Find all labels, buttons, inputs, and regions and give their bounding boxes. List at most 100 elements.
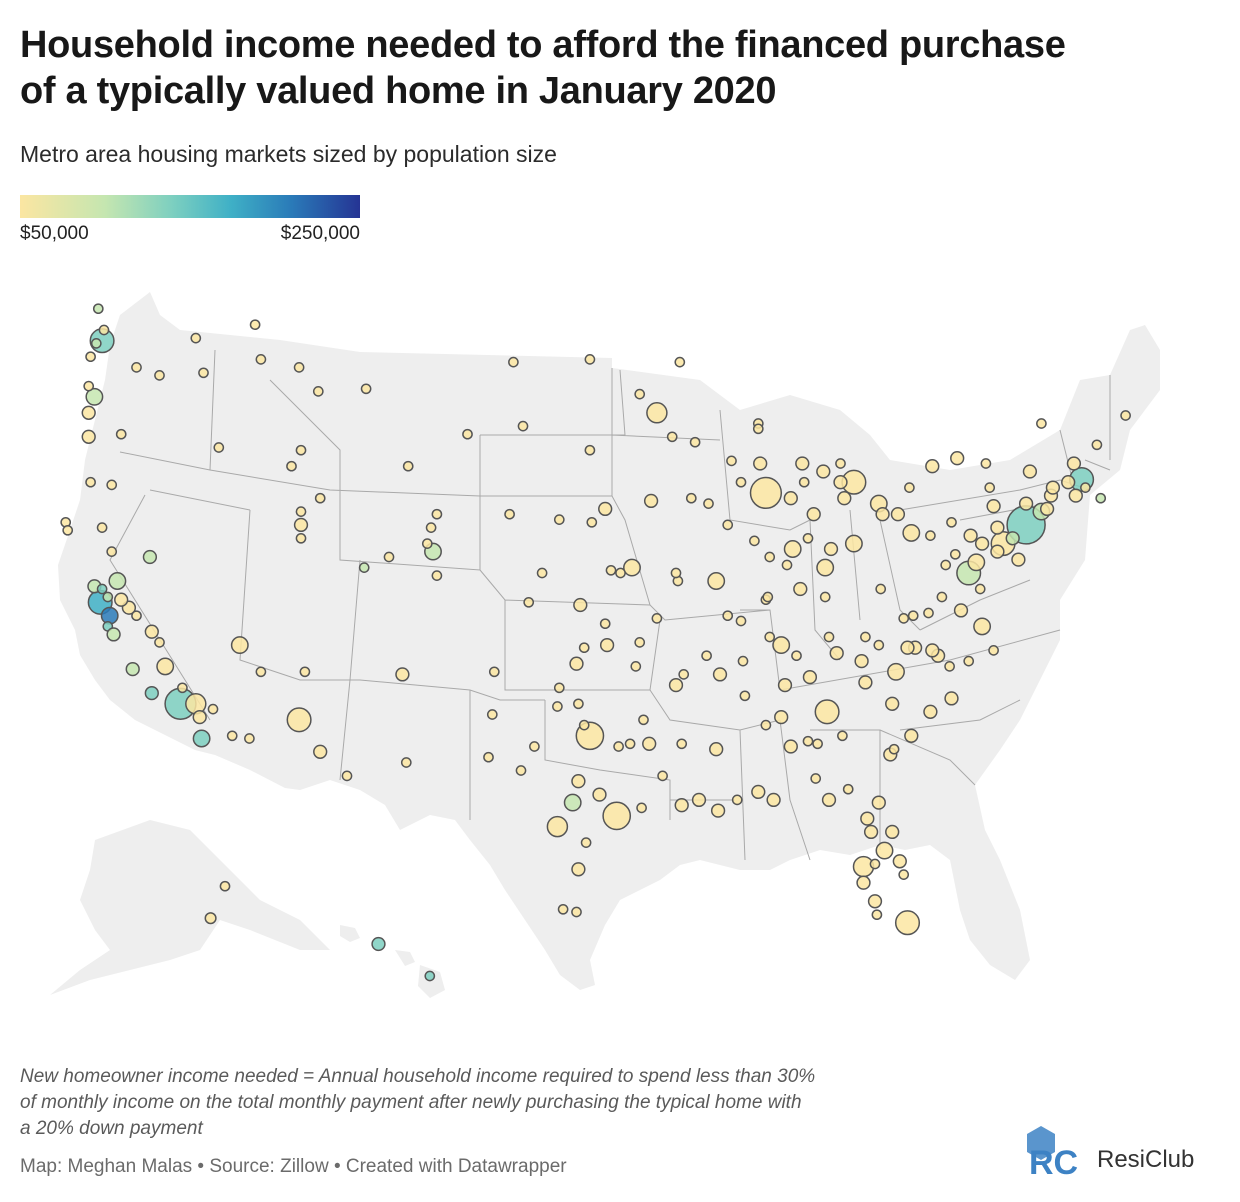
metro-bubble — [678, 669, 690, 680]
metro-bubble — [793, 581, 808, 597]
metro-bubble — [314, 492, 326, 504]
metro-bubble — [894, 910, 921, 936]
metro-bubble — [990, 520, 1005, 535]
hawaii-shape — [340, 925, 445, 998]
metro-bubble — [1045, 480, 1061, 495]
metro-bubble — [685, 492, 697, 504]
alaska-shape — [50, 820, 330, 995]
metro-bubble — [634, 637, 646, 648]
chart-subtitle: Metro area housing markets sized by popu… — [20, 141, 557, 167]
metro-bubble — [286, 707, 312, 733]
metro-bubble — [873, 639, 885, 651]
metro-bubble — [131, 610, 142, 622]
hawaii-metro-bubble — [371, 936, 386, 952]
metro-bubble — [636, 802, 647, 814]
metro-bubble — [341, 770, 353, 782]
metro-bubble — [802, 735, 814, 747]
metro-bubble — [833, 475, 848, 490]
metro-bubble — [863, 824, 879, 840]
metro-bubble — [887, 662, 905, 681]
metro-bubble — [666, 431, 678, 443]
metro-bubble — [892, 854, 907, 869]
metro-bubble — [295, 506, 307, 517]
metro-bubble — [546, 815, 569, 838]
metro-bubble — [837, 730, 848, 742]
metro-bubble — [605, 564, 617, 576]
metro-bubble — [1005, 531, 1020, 546]
metro-bubble — [858, 675, 873, 690]
source-credit: Map: Meghan Malas • Source: Zillow • Cre… — [20, 1156, 567, 1177]
metro-bubble — [816, 464, 831, 479]
metro-bubble — [904, 482, 915, 493]
metro-bubble — [925, 530, 936, 541]
metro-bubble — [462, 428, 473, 440]
metro-bubble — [1022, 464, 1038, 479]
metro-bubble — [819, 591, 831, 603]
metro-bubble — [1036, 418, 1047, 429]
metro-bubble — [984, 482, 996, 493]
metro-bubble — [670, 567, 682, 579]
metro-bubble — [674, 356, 686, 368]
metro-bubble — [974, 536, 990, 551]
metro-bubble — [837, 491, 852, 506]
metro-bubble — [571, 862, 586, 877]
metro-bubble — [207, 703, 219, 715]
metro-bubble — [213, 442, 225, 453]
metro-bubble — [703, 498, 714, 509]
metro-bubble — [944, 661, 955, 672]
metro-bubble — [83, 380, 95, 392]
metro-bubble — [902, 523, 921, 542]
metro-bubble — [735, 615, 747, 627]
metro-bubble — [949, 548, 961, 560]
hawaii-metro-bubble — [424, 970, 436, 982]
metro-bubble — [92, 303, 104, 315]
metro-bubble — [569, 656, 584, 671]
metro-bubble — [395, 667, 410, 682]
metro-bubble — [856, 875, 871, 890]
brand: RC ResiClub — [1025, 1126, 1225, 1182]
metro-bubble — [402, 460, 414, 472]
methodology-note: New homeowner income needed = Annual hou… — [20, 1064, 1020, 1142]
metro-bubble — [643, 493, 659, 509]
metro-bubble — [286, 460, 297, 472]
metro-bubble — [749, 476, 783, 510]
metro-bubble — [144, 685, 159, 701]
metro-bubble — [578, 719, 590, 731]
metro-bubble — [192, 729, 211, 748]
metro-bubble — [907, 610, 919, 622]
metro-bubble — [599, 618, 611, 630]
metro-bubble — [923, 704, 938, 719]
metro-bubble — [944, 691, 959, 706]
metro-bubble — [431, 570, 443, 581]
title-line-1: Household income needed to afford the fi… — [20, 24, 1066, 66]
metro-bubble — [821, 792, 837, 808]
metro-bubble — [722, 610, 734, 622]
metro-bubble — [1095, 492, 1107, 504]
metro-bubble — [772, 636, 791, 655]
state-borders — [109, 349, 1111, 861]
metro-bubble — [651, 613, 663, 624]
metro-bubble — [875, 507, 890, 522]
metro-bubble — [810, 773, 822, 784]
metro-bubble — [515, 765, 527, 776]
metro-bubble — [867, 894, 883, 909]
metro-bubble — [923, 607, 934, 619]
metro-bubble — [177, 682, 188, 694]
metro-bubble — [295, 532, 307, 544]
metro-bubble — [144, 624, 159, 639]
metro-bubble — [313, 744, 328, 759]
metro-bubble — [156, 657, 175, 676]
metro-bubble — [114, 592, 129, 607]
metro-bubble — [691, 792, 707, 808]
metro-bubble — [81, 405, 96, 420]
metro-bubble — [425, 522, 437, 533]
metro-bubble — [106, 546, 118, 557]
metro-bubble — [360, 383, 372, 395]
metro-bubble — [1080, 482, 1091, 493]
metro-bubble — [860, 631, 871, 643]
metro-bubble — [900, 640, 915, 655]
metro-bubble — [615, 567, 626, 579]
note-line-2: of monthly income on the total monthly p… — [20, 1092, 802, 1113]
metro-bubble — [871, 795, 886, 810]
metro-bubble — [255, 666, 267, 678]
